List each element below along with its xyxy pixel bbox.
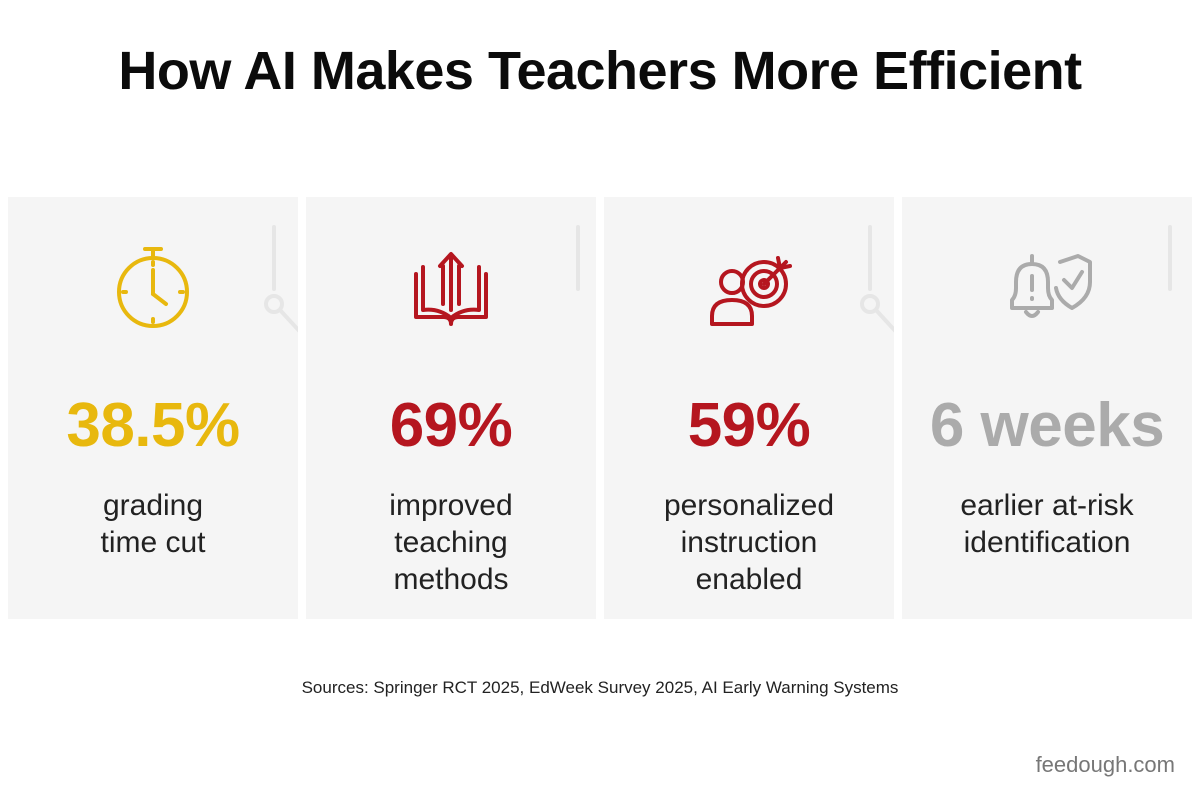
stat-card-teaching-methods: 69% improved teaching methods xyxy=(306,197,596,619)
stat-description: grading time cut xyxy=(100,489,206,559)
stat-card-personalized: 59% personalized instruction enabled xyxy=(604,197,894,619)
decorative-clock-hand xyxy=(860,225,894,333)
stat-description: personalized instruction enabled xyxy=(663,489,835,596)
stat-description: earlier at-risk identification xyxy=(960,489,1134,559)
brand-watermark: feedough.com xyxy=(1035,752,1175,777)
stopwatch-icon xyxy=(108,242,198,332)
stat-value: 6 weeks xyxy=(929,391,1165,460)
decorative-bar xyxy=(576,225,580,291)
stat-value: 69% xyxy=(389,391,513,460)
stat-card-grading: 38.5% grading time cut xyxy=(8,197,298,619)
decorative-clock-hand xyxy=(264,225,298,333)
stats-cards: 38.5% grading time cut 69% improved teac… xyxy=(8,197,1192,619)
page-title: How AI Makes Teachers More Efficient xyxy=(118,41,1082,101)
stat-description: improved teaching methods xyxy=(389,489,513,596)
stat-card-at-risk: 6 weeks earlier at-risk identification xyxy=(902,197,1192,619)
stat-value: 59% xyxy=(687,391,811,460)
bell-alert-shield-icon xyxy=(1002,242,1092,332)
sources-text: Sources: Springer RCT 2025, EdWeek Surve… xyxy=(301,678,899,697)
stat-value: 38.5% xyxy=(66,391,240,460)
person-target-icon xyxy=(704,242,794,332)
decorative-bar xyxy=(1168,225,1172,291)
book-arrow-up-icon xyxy=(406,242,496,332)
